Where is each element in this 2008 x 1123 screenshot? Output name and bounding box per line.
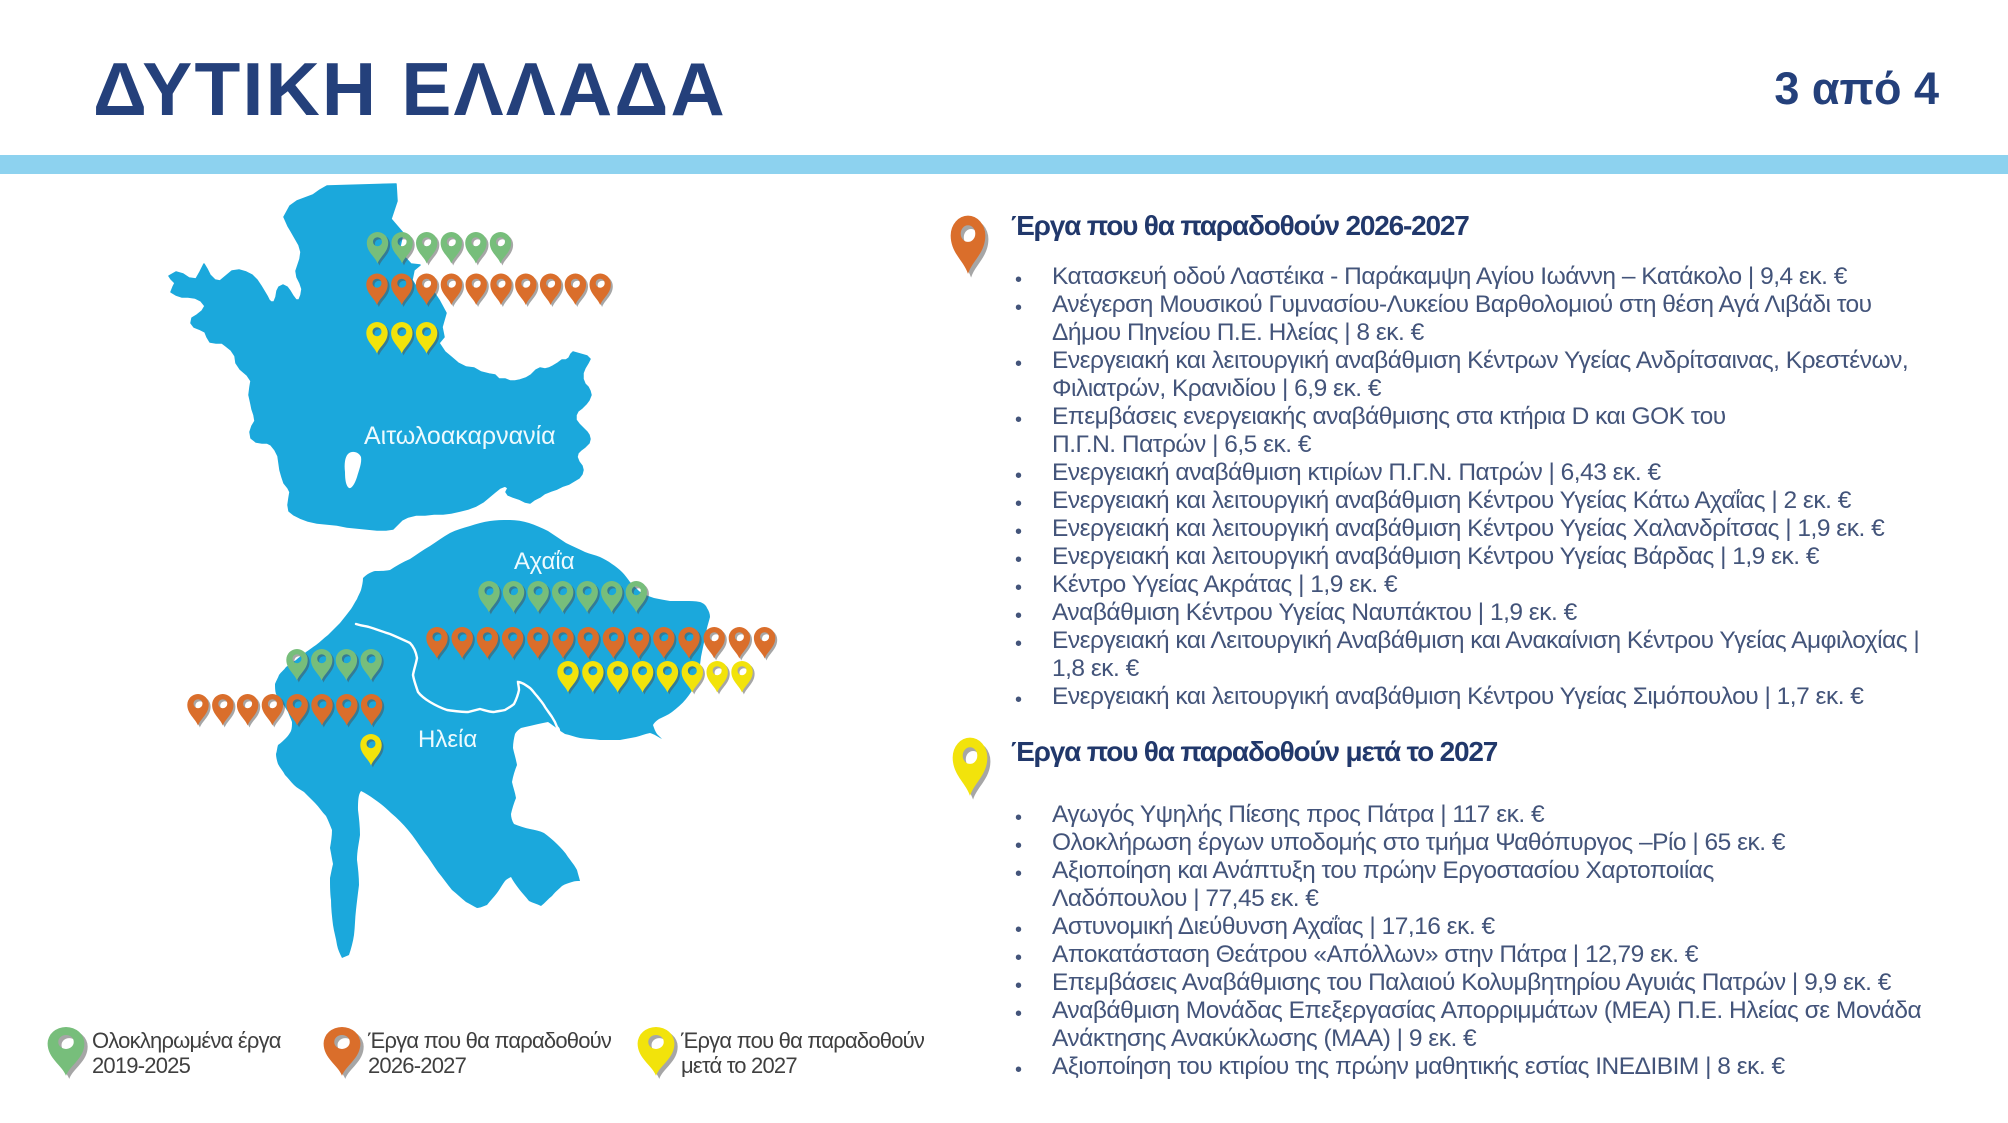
svg-text:Αχαΐα: Αχαΐα bbox=[514, 548, 575, 575]
svg-text:Αιτωλοακαρνανία: Αιτωλοακαρνανία bbox=[364, 422, 556, 450]
svg-text:Ηλεία: Ηλεία bbox=[418, 726, 477, 753]
